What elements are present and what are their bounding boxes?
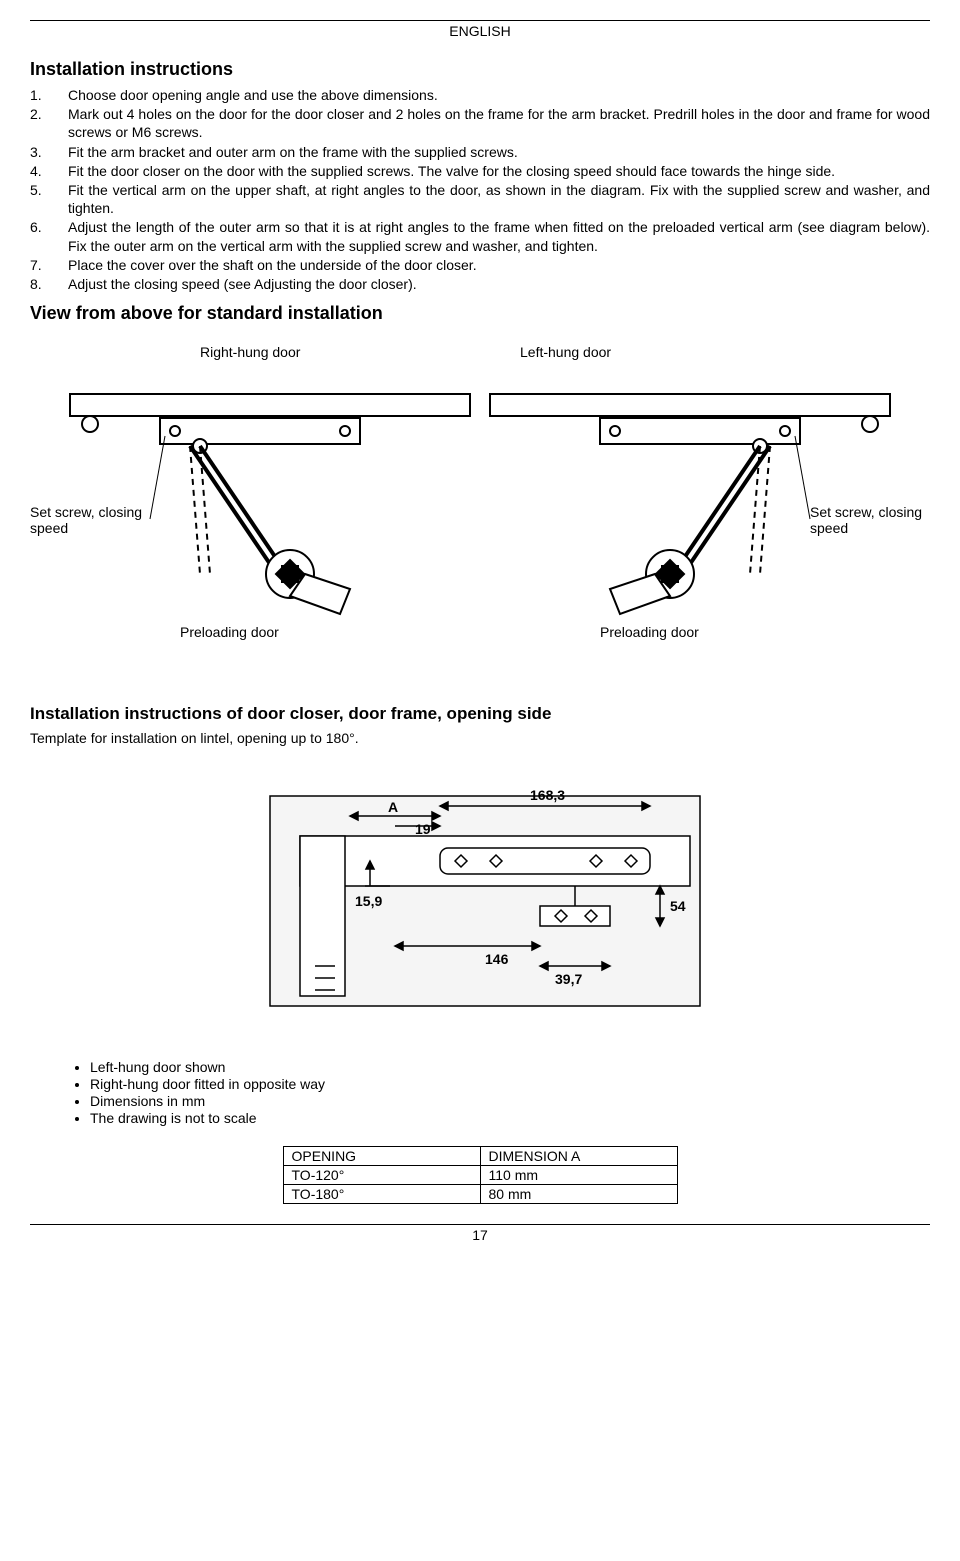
dim-A-label: A — [388, 799, 398, 815]
step-text: Adjust the closing speed (see Adjusting … — [68, 275, 930, 293]
dim-146: 146 — [485, 951, 509, 967]
step-number: 3. — [30, 143, 68, 161]
template-subtitle: Template for installation on lintel, ope… — [30, 730, 930, 746]
note-item: Left-hung door shown — [90, 1059, 930, 1075]
step-text: Choose door opening angle and use the ab… — [68, 86, 930, 104]
table-cell: TO-180° — [283, 1185, 480, 1204]
top-view-diagram: Right-hung door Left-hung door Set screw… — [30, 344, 930, 674]
step-text: Fit the vertical arm on the upper shaft,… — [68, 181, 930, 217]
dim-19: 19 — [415, 821, 431, 837]
installation-instructions-title: Installation instructions — [30, 59, 930, 80]
dim-54: 54 — [670, 898, 686, 914]
table-header-opening: OPENING — [283, 1147, 480, 1166]
note-item: The drawing is not to scale — [90, 1110, 930, 1126]
step-number: 4. — [30, 162, 68, 180]
view-from-above-title: View from above for standard installatio… — [30, 303, 930, 324]
step-text: Fit the arm bracket and outer arm on the… — [68, 143, 930, 161]
step-number: 8. — [30, 275, 68, 293]
dim-168-3: 168,3 — [530, 787, 565, 803]
door-closer-top-view-icon — [30, 364, 930, 644]
dimension-table: OPENING DIMENSION A TO-120° 110 mm TO-18… — [283, 1146, 678, 1204]
right-hung-door-label: Right-hung door — [200, 344, 300, 360]
template-diagram: A 168,3 19 15,9 146 39,7 54 — [30, 766, 930, 1029]
step-number: 6. — [30, 218, 68, 254]
table-cell: 80 mm — [480, 1185, 677, 1204]
page-header-language: ENGLISH — [30, 20, 930, 39]
dim-15-9: 15,9 — [355, 893, 382, 909]
instruction-steps-list: 1.Choose door opening angle and use the … — [30, 86, 930, 293]
step-text: Place the cover over the shaft on the un… — [68, 256, 930, 274]
step-text: Adjust the length of the outer arm so th… — [68, 218, 930, 254]
step-number: 7. — [30, 256, 68, 274]
step-number: 1. — [30, 86, 68, 104]
table-cell: TO-120° — [283, 1166, 480, 1185]
note-item: Right-hung door fitted in opposite way — [90, 1076, 930, 1092]
step-text: Fit the door closer on the door with the… — [68, 162, 930, 180]
page-number: 17 — [30, 1224, 930, 1243]
table-cell: 110 mm — [480, 1166, 677, 1185]
note-item: Dimensions in mm — [90, 1093, 930, 1109]
step-number: 2. — [30, 105, 68, 141]
lintel-template-icon: A 168,3 19 15,9 146 39,7 54 — [240, 766, 720, 1026]
step-number: 5. — [30, 181, 68, 217]
table-header-dimension: DIMENSION A — [480, 1147, 677, 1166]
step-text: Mark out 4 holes on the door for the doo… — [68, 105, 930, 141]
notes-list: Left-hung door shown Right-hung door fit… — [30, 1059, 930, 1126]
dim-39-7: 39,7 — [555, 971, 582, 987]
left-hung-door-label: Left-hung door — [520, 344, 611, 360]
opening-side-title: Installation instructions of door closer… — [30, 704, 930, 724]
